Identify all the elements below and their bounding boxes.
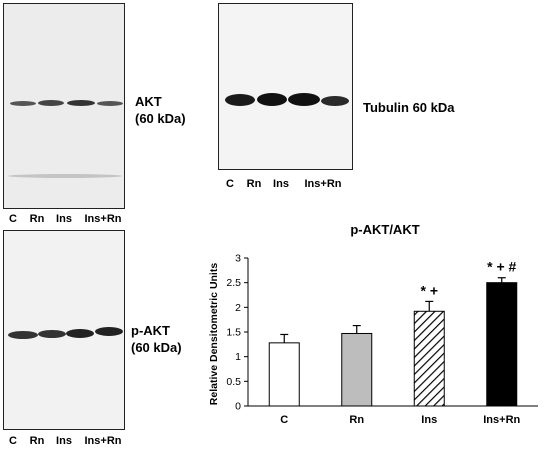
pakt-lane-insrn: Ins+Rn — [84, 435, 122, 447]
akt-lane-c: C — [9, 213, 17, 225]
akt-label-kda: (60 kDa) — [135, 111, 186, 126]
x-tick-label: C — [280, 414, 288, 426]
pakt-band-ins — [66, 329, 94, 338]
tubulin-lane-c: C — [226, 178, 234, 190]
tubulin-lane-ins: Ins — [273, 178, 289, 190]
akt-lane-rn: Rn — [29, 213, 45, 225]
y-tick-label: 0.5 — [226, 376, 241, 388]
pakt-blot — [3, 230, 125, 430]
akt-lane-insrn: Ins+Rn — [84, 213, 122, 225]
y-tick-label: 2 — [235, 302, 241, 314]
pakt-lane-ins: Ins — [56, 435, 72, 447]
y-tick-label: 0 — [235, 401, 241, 413]
pakt-label: p-AKT (60 kDa) — [131, 322, 182, 356]
tubulin-band-insrn — [321, 96, 349, 106]
pakt-label-name: p-AKT — [131, 323, 170, 338]
bar-ins-rn — [486, 282, 518, 407]
tubulin-band-ins — [288, 93, 320, 106]
tubulin-band-c — [225, 94, 255, 106]
akt-blot — [3, 3, 125, 209]
akt-lane-ins: Ins — [56, 213, 72, 225]
akt-faint-band — [8, 174, 122, 178]
pakt-lane-rn: Rn — [29, 435, 45, 447]
bar-ins — [413, 310, 445, 407]
tubulin-label: Tubulin 60 kDa — [363, 100, 455, 115]
pakt-band-c — [8, 331, 38, 339]
y-tick-label: 1 — [235, 351, 241, 363]
akt-label: AKT (60 kDa) — [135, 93, 186, 127]
akt-band-ins — [67, 100, 95, 106]
pakt-lane-c: C — [9, 435, 17, 447]
y-tick-label: 1.5 — [226, 327, 241, 339]
akt-band-rn — [38, 100, 64, 106]
tubulin-lane-insrn: Ins+Rn — [304, 178, 342, 190]
bar-chart: p-AKT/AKT Relative Densitometric Units 0… — [208, 222, 538, 426]
x-tick-label: Ins — [421, 414, 437, 426]
y-tick-label: 2.5 — [226, 277, 241, 289]
significance-annotation: * + # — [487, 259, 516, 275]
x-tick-label: Ins+Rn — [483, 414, 520, 426]
chart-title: p-AKT/AKT — [350, 222, 419, 237]
akt-band-insrn — [97, 101, 123, 106]
significance-annotation: * + — [420, 282, 438, 298]
y-axis-label: Relative Densitometric Units — [208, 263, 220, 406]
akt-band-c — [10, 101, 36, 106]
pakt-band-rn — [38, 330, 66, 338]
x-tick-label: Rn — [349, 414, 364, 426]
bar-rn — [341, 332, 373, 407]
akt-label-name: AKT — [135, 94, 162, 109]
tubulin-blot — [218, 3, 353, 170]
y-tick-label: 3 — [235, 253, 241, 265]
tubulin-lane-rn: Rn — [246, 178, 262, 190]
bar-c — [268, 342, 300, 407]
pakt-label-kda: (60 kDa) — [131, 340, 182, 355]
tubulin-band-rn — [257, 93, 287, 106]
pakt-band-insrn — [95, 327, 123, 336]
